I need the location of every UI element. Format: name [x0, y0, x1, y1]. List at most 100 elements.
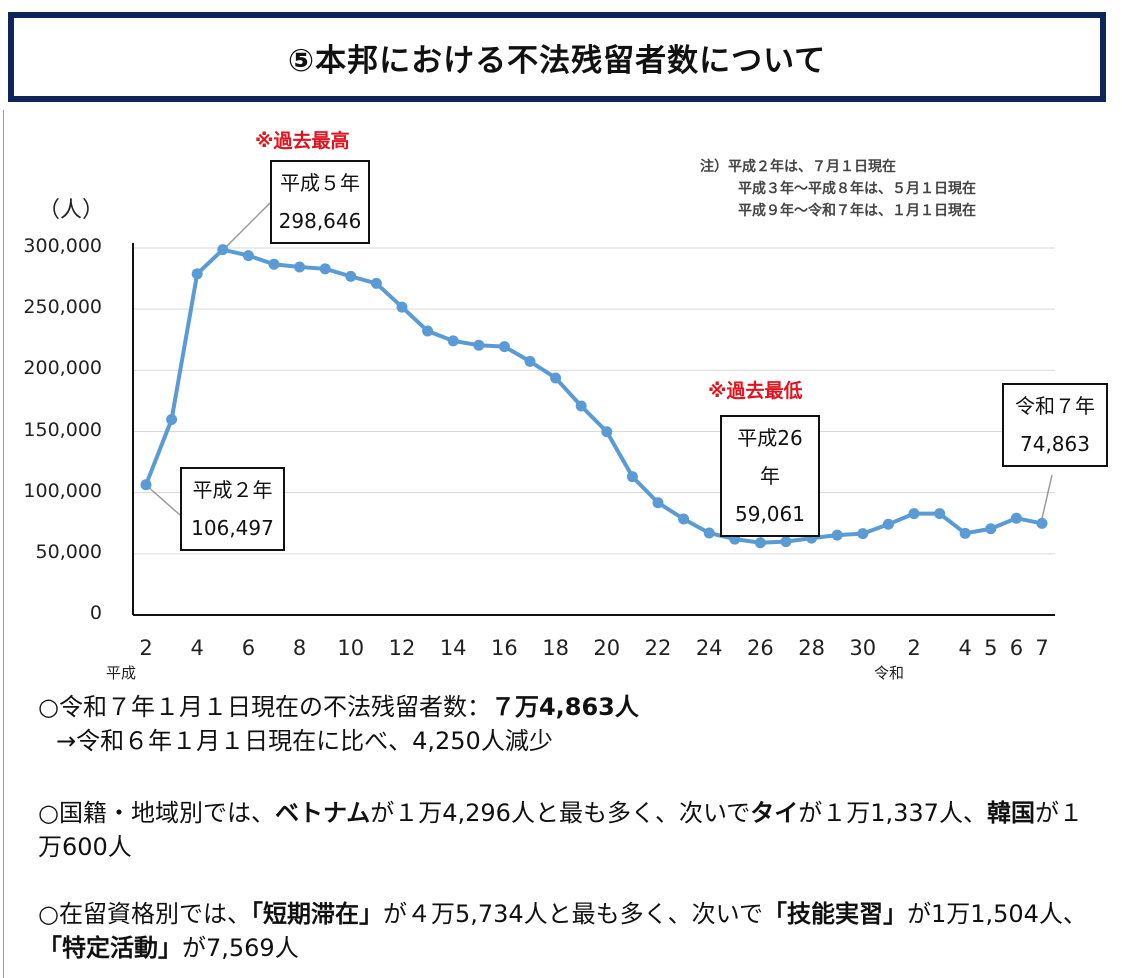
callout-leader	[145, 484, 181, 516]
slide-border	[3, 110, 4, 978]
x-tick-label: 8	[292, 636, 307, 660]
text: が7,569人	[182, 934, 299, 962]
callout-year: 令和７年	[1015, 394, 1095, 418]
data-point	[268, 258, 280, 270]
callout-year: 平成26年	[737, 426, 803, 488]
callout-leader	[223, 202, 271, 250]
data-point	[882, 518, 894, 530]
chart-note: 注）平成２年は、７月１日現在 平成３年～平成８年は、５月１日現在 平成９年～令和…	[700, 156, 976, 222]
callout-value: 298,646	[278, 209, 362, 233]
x-tick-label: 18	[542, 636, 569, 660]
data-point	[1010, 512, 1022, 524]
line-chart	[132, 202, 1055, 616]
callout-leader	[1040, 474, 1053, 524]
data-point	[473, 339, 485, 351]
data-point	[447, 335, 459, 347]
era-label: 令和	[874, 664, 905, 682]
data-point	[524, 355, 536, 367]
y-tick-label: 150,000	[23, 418, 102, 441]
note-line: 注）平成２年は、７月１日現在	[700, 159, 896, 175]
data-point	[857, 528, 869, 540]
x-tick-label: 30	[849, 636, 877, 660]
note-line: 平成９年～令和７年は、１月１日現在	[738, 203, 976, 219]
data-point	[1036, 517, 1048, 529]
summary-text: ○令和７年１月１日現在の不法残留者数：	[38, 693, 491, 721]
page-title: ⑤本邦における不法残留者数について	[287, 42, 827, 79]
text: が１万4,296人と最も多く、次いで	[370, 799, 751, 827]
x-tick-label: 7	[1035, 636, 1049, 660]
x-tick-label: 10	[337, 636, 365, 660]
callout-value: 74,863	[1020, 432, 1090, 456]
title-box: ⑤本邦における不法残留者数について	[8, 12, 1106, 102]
x-tick-label: 24	[695, 636, 723, 660]
text: が１万1,337人、	[798, 799, 987, 827]
data-point	[396, 301, 408, 313]
data-point	[191, 268, 203, 280]
data-point	[294, 261, 306, 273]
max-annotation: ※過去最高	[255, 130, 350, 152]
data-callout: 平成26年 59,061	[720, 415, 820, 537]
data-point	[908, 508, 920, 520]
data-point	[370, 277, 382, 289]
text-bold: タイ	[750, 799, 799, 827]
summary-total: ○令和７年１月１日現在の不法残留者数：７万4,863人 →令和６年１月１日現在に…	[38, 690, 1098, 758]
data-point	[959, 527, 971, 539]
y-tick-label: 250,000	[23, 296, 102, 319]
x-tick-label: 22	[644, 636, 672, 660]
callout-value: 59,061	[735, 502, 805, 526]
data-point	[652, 497, 664, 509]
data-point	[678, 513, 690, 525]
y-tick-label: 300,000	[23, 235, 102, 257]
y-tick-label: 0	[89, 602, 102, 624]
summary-change: →令和６年１月１日現在に比べ、4,250人減少	[56, 727, 553, 755]
data-point	[345, 270, 357, 282]
text-bold: 「特定活動」	[38, 934, 182, 962]
text: が１万600人	[38, 799, 1083, 861]
y-tick-label: 100,000	[23, 479, 102, 502]
x-tick-label: 14	[439, 636, 467, 660]
x-tick-label: 6	[241, 636, 256, 660]
data-callout: 平成２年 106,497	[180, 467, 285, 551]
data-point	[601, 426, 613, 438]
data-point	[754, 537, 766, 549]
data-point	[626, 471, 638, 483]
callout-year: 平成５年	[280, 171, 360, 195]
data-point	[140, 479, 152, 491]
x-tick-label: 26	[747, 636, 774, 660]
x-tick-label: 16	[491, 636, 518, 660]
text-bold: 「技能実習」	[762, 900, 907, 928]
data-point	[575, 400, 587, 412]
data-point	[934, 508, 946, 520]
text-bold: 韓国	[986, 799, 1035, 827]
text: が４万5,734人と最も多く、次いで	[382, 900, 763, 928]
x-tick-label: 20	[593, 636, 621, 660]
x-tick-label: 4	[190, 636, 204, 660]
text: ○在留資格別では、	[38, 900, 251, 928]
text: ○国籍・地域別では、	[38, 799, 275, 827]
data-callout: 令和７年 74,863	[1002, 383, 1108, 467]
y-axis-unit: （人）	[38, 198, 105, 223]
data-point	[242, 250, 254, 262]
text: が1万1,504人、	[906, 900, 1087, 928]
y-tick-label: 50,000	[35, 540, 102, 563]
data-point	[166, 413, 178, 425]
era-label: 平成	[106, 664, 137, 682]
x-tick-label: 5	[984, 636, 998, 660]
data-point	[985, 523, 997, 535]
data-point	[831, 529, 843, 541]
callout-value: 106,497	[191, 516, 274, 540]
x-tick-label: 2	[907, 636, 921, 660]
summary-nationality: ○国籍・地域別では、ベトナムが１万4,296人と最も多く、次いでタイが１万1,3…	[38, 796, 1098, 864]
min-annotation: ※過去最低	[708, 380, 803, 402]
x-tick-label: 4	[958, 636, 972, 660]
data-point	[780, 536, 792, 548]
summary-status: ○在留資格別では、「短期滞在」が４万5,734人と最も多く、次いで「技能実習」が…	[38, 897, 1098, 965]
callout-year: 平成２年	[192, 478, 273, 502]
data-point	[217, 244, 229, 256]
x-tick-label: 2	[139, 636, 153, 660]
x-tick-label: 6	[1009, 636, 1024, 660]
data-callout: 平成５年 298,646	[270, 160, 370, 244]
y-tick-label: 200,000	[23, 357, 102, 380]
data-point	[319, 263, 331, 275]
data-point	[703, 527, 715, 539]
